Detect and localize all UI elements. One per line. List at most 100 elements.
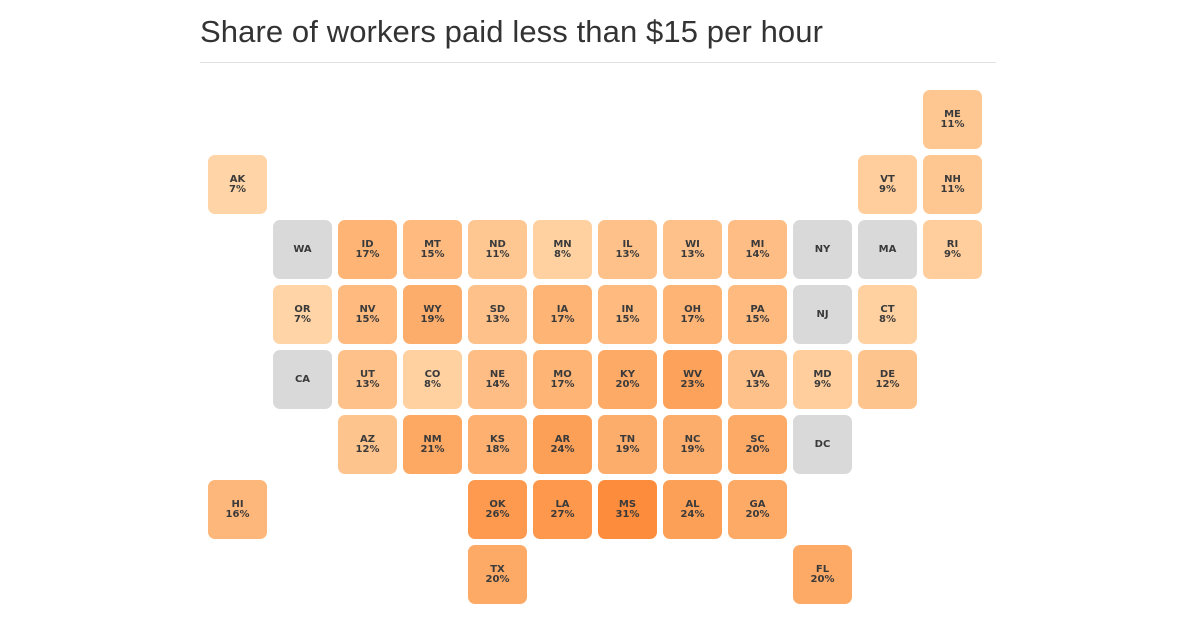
- state-percent: 17%: [550, 378, 575, 390]
- state-percent: 7%: [294, 313, 311, 325]
- state-percent: 20%: [485, 573, 510, 585]
- state-tile-nj: NJ: [793, 285, 852, 344]
- state-abbr: WY: [423, 303, 442, 315]
- state-abbr: NM: [423, 433, 442, 445]
- state-abbr: VA: [750, 368, 765, 380]
- state-tile-ok: OK 26%: [468, 480, 527, 539]
- state-percent: 24%: [550, 443, 575, 455]
- state-tile-ak: AK 7%: [208, 155, 267, 214]
- state-tile-ca: CA: [273, 350, 332, 409]
- state-percent: 8%: [554, 248, 571, 260]
- state-abbr: MN: [553, 238, 572, 250]
- state-abbr: MS: [618, 498, 637, 510]
- state-percent: 17%: [680, 313, 705, 325]
- state-tile-nc: NC 19%: [663, 415, 722, 474]
- state-percent: 20%: [615, 378, 640, 390]
- state-tile-co: CO 8%: [403, 350, 462, 409]
- state-abbr: CO: [424, 368, 441, 380]
- state-percent: 15%: [615, 313, 640, 325]
- state-abbr: CA: [294, 373, 311, 385]
- state-tile-sd: SD 13%: [468, 285, 527, 344]
- state-abbr: MI: [750, 238, 765, 250]
- state-percent: 20%: [810, 573, 835, 585]
- state-abbr: MA: [878, 243, 897, 255]
- state-percent: 15%: [355, 313, 380, 325]
- state-abbr: ID: [361, 238, 374, 250]
- state-abbr: NC: [684, 433, 701, 445]
- state-abbr: OR: [294, 303, 311, 315]
- state-abbr: IN: [621, 303, 634, 315]
- state-tile-il: IL 13%: [598, 220, 657, 279]
- state-abbr: AZ: [360, 433, 375, 445]
- state-percent: 20%: [745, 508, 770, 520]
- state-abbr: HI: [231, 498, 244, 510]
- state-percent: 13%: [355, 378, 380, 390]
- state-percent: 26%: [485, 508, 510, 520]
- state-percent: 21%: [420, 443, 445, 455]
- state-abbr: OK: [489, 498, 506, 510]
- state-tile-mi: MI 14%: [728, 220, 787, 279]
- state-abbr: ND: [489, 238, 506, 250]
- state-tile-ar: AR 24%: [533, 415, 592, 474]
- state-abbr: WV: [683, 368, 702, 380]
- state-percent: 19%: [615, 443, 640, 455]
- state-tile-wv: WV 23%: [663, 350, 722, 409]
- state-abbr: IA: [556, 303, 569, 315]
- state-percent: 11%: [940, 118, 965, 130]
- state-abbr: NY: [814, 243, 831, 255]
- state-percent: 23%: [680, 378, 705, 390]
- state-abbr: NE: [489, 368, 506, 380]
- state-abbr: MO: [553, 368, 572, 380]
- state-abbr: NJ: [816, 308, 829, 320]
- state-tile-wi: WI 13%: [663, 220, 722, 279]
- state-percent: 19%: [420, 313, 445, 325]
- state-tile-vt: VT 9%: [858, 155, 917, 214]
- state-tile-mt: MT 15%: [403, 220, 462, 279]
- state-percent: 7%: [229, 183, 246, 195]
- state-abbr: DC: [814, 438, 831, 450]
- state-tile-de: DE 12%: [858, 350, 917, 409]
- state-percent: 12%: [355, 443, 380, 455]
- state-tile-in: IN 15%: [598, 285, 657, 344]
- state-percent: 9%: [814, 378, 831, 390]
- state-percent: 8%: [424, 378, 441, 390]
- state-tile-va: VA 13%: [728, 350, 787, 409]
- state-abbr: CT: [880, 303, 895, 315]
- state-abbr: SD: [489, 303, 506, 315]
- state-tile-tn: TN 19%: [598, 415, 657, 474]
- state-abbr: KS: [490, 433, 505, 445]
- state-tile-tx: TX 20%: [468, 545, 527, 604]
- state-tile-wy: WY 19%: [403, 285, 462, 344]
- state-percent: 17%: [355, 248, 380, 260]
- state-abbr: NV: [359, 303, 376, 315]
- state-tile-ny: NY: [793, 220, 852, 279]
- state-tile-ut: UT 13%: [338, 350, 397, 409]
- state-tile-ky: KY 20%: [598, 350, 657, 409]
- state-abbr: UT: [360, 368, 375, 380]
- state-tile-az: AZ 12%: [338, 415, 397, 474]
- state-abbr: AR: [554, 433, 571, 445]
- state-tile-dc: DC: [793, 415, 852, 474]
- state-abbr: MT: [424, 238, 441, 250]
- state-percent: 19%: [680, 443, 705, 455]
- state-percent: 15%: [420, 248, 445, 260]
- state-percent: 14%: [745, 248, 770, 260]
- state-tile-ks: KS 18%: [468, 415, 527, 474]
- state-tile-pa: PA 15%: [728, 285, 787, 344]
- state-abbr: IL: [622, 238, 633, 250]
- state-percent: 12%: [875, 378, 900, 390]
- state-tile-ct: CT 8%: [858, 285, 917, 344]
- state-tile-ms: MS 31%: [598, 480, 657, 539]
- state-tile-la: LA 27%: [533, 480, 592, 539]
- state-tile-al: AL 24%: [663, 480, 722, 539]
- map-title: Share of workers paid less than $15 per …: [200, 14, 824, 49]
- state-abbr: PA: [750, 303, 765, 315]
- state-abbr: AK: [229, 173, 246, 185]
- state-tile-ma: MA: [858, 220, 917, 279]
- state-percent: 16%: [225, 508, 250, 520]
- state-tile-mo: MO 17%: [533, 350, 592, 409]
- state-abbr: TN: [619, 433, 636, 445]
- state-percent: 24%: [680, 508, 705, 520]
- state-percent: 8%: [879, 313, 896, 325]
- state-tile-wa: WA: [273, 220, 332, 279]
